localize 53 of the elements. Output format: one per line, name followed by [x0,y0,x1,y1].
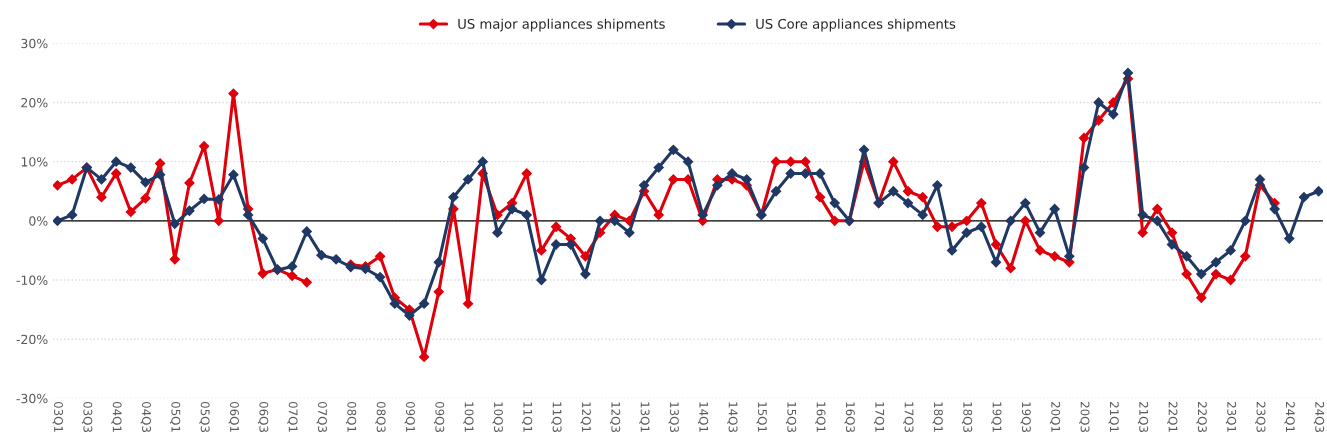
x-tick-label: 07Q1 [287,401,298,432]
x-tick-label: 16Q1 [815,402,826,432]
x-tick-label: 07Q3 [316,401,327,433]
legend-label: US Core appliances shipments [756,18,956,32]
x-tick-label: 23Q1 [1225,402,1237,432]
x-tick-label: 11Q1 [521,402,533,432]
y-tick-label: -20% [16,334,48,345]
x-tick-label: 14Q1 [697,402,709,432]
x-tick-label: 17Q3 [903,402,914,433]
x-tick-label: 24Q1 [1284,402,1295,432]
x-tick-label: 13Q1 [639,402,650,432]
y-tick-label: 0% [29,216,48,226]
y-tick-label: -30% [16,393,48,404]
x-tick-label: 22Q1 [1167,402,1178,432]
x-tick-label: 18Q1 [932,402,943,432]
x-tick-label: 21Q1 [1108,402,1119,432]
y-tick-label: -10% [16,275,48,285]
x-tick-label: 03Q1 [52,401,63,432]
x-tick-label: 21Q3 [1137,402,1149,433]
x-tick-label: 05Q1 [170,401,181,432]
x-tick-label: 24Q3 [1313,402,1325,433]
x-tick-label: 09Q3 [433,401,445,433]
x-tick-label: 15Q1 [756,402,767,432]
x-tick-label: 13Q3 [668,402,679,433]
x-tick-label: 12Q3 [609,402,621,433]
x-tick-label: 12Q1 [580,402,591,432]
x-tick-label: 17Q1 [873,402,885,432]
x-tick-label: 08Q3 [375,401,386,433]
x-tick-label: 19Q1 [991,402,1002,432]
x-tick-label: 20Q1 [1049,402,1061,432]
x-tick-label: 05Q3 [199,401,210,433]
x-tick-label: 04Q3 [140,401,151,433]
x-tick-label: 06Q1 [228,401,239,432]
x-tick-label: 15Q3 [785,402,797,433]
x-tick-label: 06Q3 [258,401,269,433]
x-tick-label: 16Q3 [844,402,855,433]
x-tick-label: 18Q3 [961,402,973,433]
x-tick-label: 10Q3 [492,402,503,433]
legend-label: US major appliances shipments [458,18,665,32]
y-tick-label: 30% [21,38,48,49]
y-tick-label: 20% [21,97,48,108]
x-tick-label: 04Q1 [111,401,122,432]
x-tick-label: 20Q3 [1079,402,1090,433]
x-tick-label: 10Q1 [463,402,474,432]
x-tick-label: 22Q3 [1196,402,1207,433]
x-tick-label: 14Q3 [727,402,738,433]
x-tick-label: 23Q3 [1255,402,1266,433]
x-tick-label: 03Q3 [82,401,93,433]
x-tick-label: 09Q1 [404,401,415,432]
x-tick-label: 19Q3 [1020,402,1031,433]
y-tick-label: 10% [21,157,48,167]
x-tick-label: 11Q3 [551,402,562,433]
x-tick-label: 08Q1 [345,401,357,432]
